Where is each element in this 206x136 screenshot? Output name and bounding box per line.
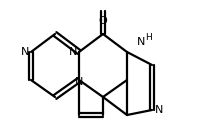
Text: N: N xyxy=(154,105,163,115)
Text: O: O xyxy=(98,16,107,26)
Text: N: N xyxy=(136,37,145,47)
Text: N: N xyxy=(74,77,83,87)
Text: N: N xyxy=(21,47,29,57)
Text: N: N xyxy=(68,47,77,57)
Text: H: H xyxy=(144,33,151,41)
